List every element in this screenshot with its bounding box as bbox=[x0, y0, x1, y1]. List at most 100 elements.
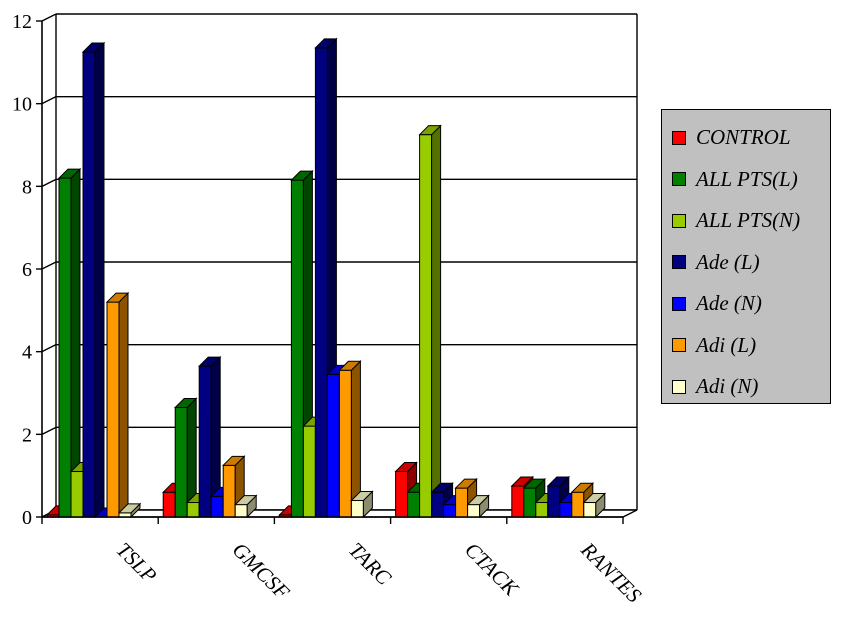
bar-front bbox=[395, 471, 409, 518]
legend-item: ALL PTS(L) bbox=[672, 159, 830, 201]
bar-front bbox=[326, 373, 340, 518]
legend-label: ALL PTS(N) bbox=[696, 208, 801, 233]
bar-front bbox=[571, 491, 585, 518]
bar-top bbox=[546, 476, 571, 487]
legend-swatch bbox=[672, 172, 686, 187]
legend-item: ALL PTS(N) bbox=[672, 200, 830, 242]
legend-label: Ade (L) bbox=[696, 249, 760, 274]
legend-swatch bbox=[672, 296, 686, 311]
bar-front bbox=[174, 406, 188, 518]
bar-front bbox=[407, 491, 421, 518]
y-tick-label: 8 bbox=[22, 176, 32, 198]
bar-front bbox=[511, 485, 525, 518]
legend-item: Adi (L) bbox=[672, 325, 830, 367]
bar-front bbox=[198, 365, 212, 518]
bar-front bbox=[222, 464, 236, 518]
bar-adi-l--ctack bbox=[454, 477, 478, 519]
gridline-side bbox=[41, 13, 57, 22]
bar-top bbox=[522, 478, 547, 489]
bar-front bbox=[302, 425, 316, 518]
gridline-side bbox=[41, 178, 57, 187]
bar-all-pts-n--ctack bbox=[418, 124, 442, 519]
bar-front bbox=[350, 499, 364, 518]
bar-top bbox=[57, 168, 82, 179]
bar-front bbox=[523, 487, 537, 518]
axes bbox=[36, 20, 624, 524]
bar-front bbox=[455, 487, 469, 518]
bar-front bbox=[338, 369, 352, 518]
bar-top bbox=[233, 495, 258, 506]
bar-top bbox=[418, 125, 442, 136]
x-category-label: RANTES bbox=[576, 537, 647, 608]
x-category-label: CTACK bbox=[460, 538, 524, 602]
grid-lines bbox=[41, 13, 638, 518]
bar-front bbox=[106, 301, 120, 518]
bar-all-pts-l--tslp bbox=[57, 167, 82, 519]
bar-front bbox=[234, 504, 248, 518]
bar-front bbox=[535, 502, 549, 518]
legend-swatch bbox=[672, 338, 686, 353]
bar-top bbox=[314, 38, 338, 49]
bar-adi-n--tarc bbox=[350, 490, 374, 519]
bar-top bbox=[290, 170, 314, 181]
bar-front bbox=[583, 502, 597, 518]
bar-side bbox=[118, 291, 129, 519]
bar-top bbox=[221, 455, 246, 466]
bar-front bbox=[82, 51, 96, 518]
legend-item: Adi (N) bbox=[672, 366, 830, 408]
bar-front bbox=[547, 485, 561, 518]
x-category-label: TARC bbox=[344, 538, 397, 591]
bar-front bbox=[443, 504, 457, 518]
bar-front bbox=[314, 47, 328, 518]
bar-top bbox=[350, 490, 374, 501]
bar-front bbox=[70, 471, 84, 518]
bar-front bbox=[467, 504, 481, 518]
legend-swatch bbox=[672, 213, 686, 228]
legend: CONTROL ALL PTS(L) ALL PTS(N) Ade (L) Ade (N… bbox=[661, 109, 831, 404]
legend-label: ALL PTS(L) bbox=[696, 166, 798, 191]
bar-front bbox=[290, 179, 304, 518]
bar-top bbox=[394, 462, 418, 473]
bar-adi-n--gmcsf bbox=[233, 494, 258, 519]
y-tick-label: 0 bbox=[22, 507, 32, 529]
y-tick-label: 4 bbox=[22, 342, 32, 364]
bar-front bbox=[559, 502, 573, 518]
x-category-label: GMCSF bbox=[228, 538, 295, 605]
x-category-label: TSLP bbox=[112, 538, 162, 588]
bar-all-pts-l--gmcsf bbox=[173, 397, 198, 519]
bar-top bbox=[117, 503, 142, 514]
bar-top bbox=[466, 495, 490, 506]
bar-front bbox=[186, 502, 200, 518]
bars bbox=[45, 37, 607, 519]
x-category-labels: TSLP GMCSF TARC CTACK RANTES bbox=[112, 537, 647, 608]
legend-item: Ade (L) bbox=[672, 242, 830, 284]
y-tick-label: 2 bbox=[22, 424, 32, 446]
y-tick-labels: 0 2 4 6 8 10 12 bbox=[12, 11, 32, 529]
bar-side bbox=[94, 41, 105, 519]
bar-top bbox=[81, 42, 106, 53]
legend-swatch bbox=[672, 130, 686, 145]
bar-top bbox=[197, 356, 222, 367]
bar-top bbox=[105, 292, 130, 303]
bar-top bbox=[173, 397, 198, 408]
legend-item: Ade (N) bbox=[672, 283, 830, 325]
bar-front bbox=[431, 491, 445, 518]
bar-side bbox=[431, 124, 442, 519]
legend-label: Adi (L) bbox=[696, 332, 757, 357]
y-tick-label: 10 bbox=[12, 94, 32, 116]
gridline-side bbox=[41, 426, 57, 435]
bar-front bbox=[419, 134, 433, 518]
y-tick-label: 12 bbox=[12, 11, 32, 33]
bar-ade-l--tslp bbox=[81, 41, 106, 519]
legend-label: CONTROL bbox=[696, 125, 791, 150]
bar-top bbox=[582, 493, 607, 504]
bar-top bbox=[430, 482, 454, 493]
bar-top bbox=[570, 482, 595, 493]
bar-front bbox=[58, 177, 72, 518]
legend-item: CONTROL bbox=[672, 117, 830, 159]
legend-label: Ade (N) bbox=[696, 291, 762, 316]
legend-swatch bbox=[672, 255, 686, 270]
bar-ade-l--gmcsf bbox=[197, 355, 222, 519]
gridline-side bbox=[41, 261, 57, 270]
